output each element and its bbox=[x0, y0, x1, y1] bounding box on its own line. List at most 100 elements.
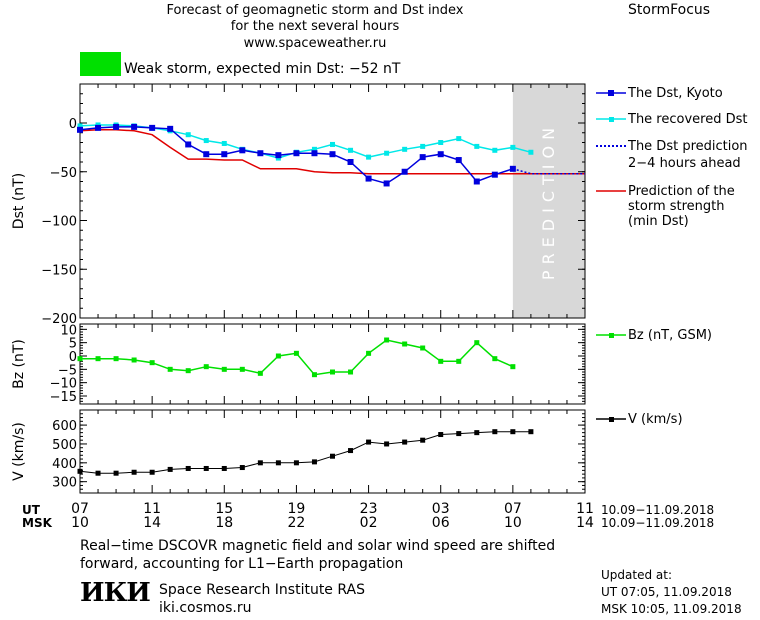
ut-tick-label: 11 bbox=[143, 501, 161, 517]
v-point bbox=[275, 460, 281, 466]
y-tick-label: −15 bbox=[50, 390, 77, 405]
v-point bbox=[366, 439, 372, 445]
kyoto-dst-point bbox=[239, 147, 246, 154]
legend-kyoto-label: The Dst, Kyoto bbox=[627, 86, 723, 101]
ut-tick-label: 23 bbox=[360, 501, 378, 517]
dst-prediction-line bbox=[512, 168, 585, 175]
ut-tick-label: 07 bbox=[504, 501, 522, 517]
kyoto-dst-point bbox=[131, 123, 138, 130]
bz-point bbox=[474, 340, 480, 346]
y-tick-label: −200 bbox=[41, 312, 77, 327]
y-tick-label: −100 bbox=[41, 215, 77, 230]
kyoto-dst-point bbox=[455, 157, 462, 164]
v-point bbox=[528, 429, 534, 435]
recovered-dst-point bbox=[311, 146, 317, 152]
legend-kyoto-marker bbox=[608, 90, 614, 96]
kyoto-dst-point bbox=[293, 150, 300, 157]
legend-v-marker bbox=[609, 417, 614, 422]
bz-point bbox=[185, 368, 191, 374]
kyoto-dst-point bbox=[257, 150, 264, 157]
msk-tick-label: 14 bbox=[576, 515, 594, 531]
y-tick-label: 400 bbox=[52, 457, 77, 472]
legend-prediction-label-2: 2−4 hours ahead bbox=[628, 156, 741, 171]
y-tick-label: −10 bbox=[50, 377, 77, 392]
msk-tick-label: 10 bbox=[71, 515, 89, 531]
kyoto-dst-point bbox=[167, 125, 174, 132]
bz-point bbox=[257, 370, 263, 376]
y-tick-label: −150 bbox=[41, 263, 77, 278]
y-tick-label: 10 bbox=[60, 323, 77, 338]
kyoto-dst-point bbox=[365, 175, 372, 182]
v-point bbox=[402, 439, 408, 445]
storm-level-swatch bbox=[80, 52, 121, 76]
updated-label: Updated at: bbox=[601, 568, 672, 582]
recovered-dst-point bbox=[456, 136, 462, 142]
bz-point bbox=[456, 358, 462, 364]
v-point bbox=[221, 465, 227, 471]
y-tick-label: 500 bbox=[52, 438, 77, 453]
panel-frame bbox=[79, 409, 586, 494]
recovered-dst-point bbox=[221, 140, 227, 146]
bz-point bbox=[203, 364, 209, 370]
v-point bbox=[420, 437, 426, 443]
v-point bbox=[77, 468, 83, 474]
bz-point bbox=[330, 369, 335, 375]
legend-bz-marker bbox=[609, 333, 614, 338]
kyoto-dst-point bbox=[491, 171, 498, 178]
kyoto-dst-point bbox=[77, 126, 83, 133]
chart-url[interactable]: www.spaceweather.ru bbox=[243, 36, 387, 51]
v-point bbox=[239, 465, 245, 471]
ut-tick-label: 03 bbox=[432, 501, 450, 517]
brand-name: StormFocus bbox=[628, 2, 711, 18]
msk-tick-label: 18 bbox=[215, 515, 233, 531]
recovered-dst-point bbox=[348, 147, 354, 153]
panel-frame bbox=[79, 83, 586, 319]
bz-point bbox=[149, 360, 155, 366]
updated-msk: MSK 10:05, 11.09.2018 bbox=[601, 602, 742, 616]
bz-point bbox=[311, 372, 317, 378]
y-axis-label: Dst (nT) bbox=[11, 173, 27, 229]
y-tick-label: 300 bbox=[52, 476, 77, 491]
legend-recovered-label: The recovered Dst bbox=[627, 112, 747, 127]
date-range-ut: 10.09−11.09.2018 bbox=[601, 503, 715, 517]
legend-prediction-label-1: The Dst prediction bbox=[627, 139, 748, 154]
kyoto-dst-point bbox=[95, 124, 102, 131]
bz-line bbox=[80, 339, 514, 376]
recovered-dst-point bbox=[510, 144, 516, 150]
v-point bbox=[510, 429, 516, 435]
v-point bbox=[311, 459, 317, 465]
kyoto-dst-point bbox=[347, 159, 354, 165]
institute-name: Space Research Institute RAS bbox=[159, 582, 365, 598]
y-axis-label: V (km/s) bbox=[11, 422, 27, 481]
v-point bbox=[113, 470, 119, 476]
chart-title-line2: for the next several hours bbox=[230, 19, 400, 34]
recovered-dst-point bbox=[330, 141, 335, 147]
note-line1: Real−time DSCOVR magnetic field and sola… bbox=[80, 538, 556, 554]
ut-tick-label: 19 bbox=[288, 501, 306, 517]
recovered-dst-point bbox=[77, 123, 83, 129]
y-axis-label: Bz (nT) bbox=[11, 339, 27, 389]
v-point bbox=[474, 430, 480, 436]
kyoto-dst-point bbox=[311, 150, 318, 157]
institute-url[interactable]: iki.cosmos.ru bbox=[159, 600, 252, 616]
kyoto-dst-point bbox=[149, 124, 156, 131]
bz-point bbox=[510, 364, 516, 370]
bz-point bbox=[275, 353, 281, 359]
recovered-dst-point bbox=[474, 143, 480, 149]
storm-status-text: Weak storm, expected min Dst: −52 nT bbox=[124, 61, 401, 77]
recovered-dst-point bbox=[384, 150, 390, 156]
recovered-dst-point bbox=[203, 138, 209, 144]
msk-tick-label: 02 bbox=[360, 515, 378, 531]
ut-axis-label: UT bbox=[22, 503, 40, 517]
y-tick-label: 0 bbox=[69, 117, 77, 132]
strength-prediction-line bbox=[79, 129, 585, 175]
recovered-dst-point bbox=[438, 140, 444, 145]
v-point bbox=[149, 469, 155, 475]
panel-frame bbox=[79, 323, 586, 405]
bz-point bbox=[221, 366, 227, 372]
recovered-dst-point bbox=[402, 146, 408, 152]
v-point bbox=[348, 448, 354, 454]
bz-point bbox=[402, 341, 408, 347]
recovered-dst-point bbox=[185, 132, 191, 138]
bz-point bbox=[131, 357, 137, 363]
